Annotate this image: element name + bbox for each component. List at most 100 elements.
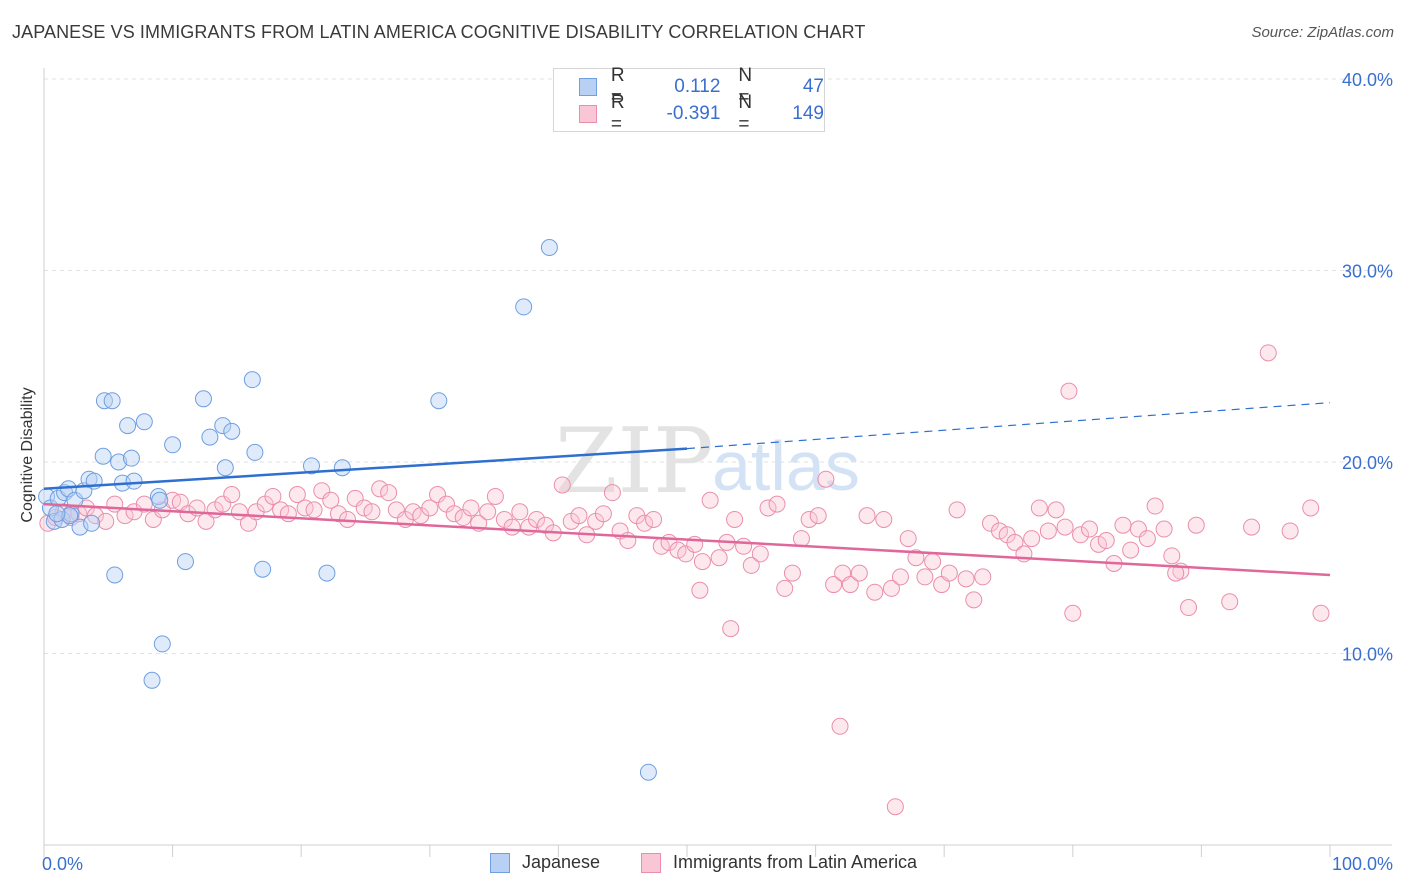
latin-america-point <box>1023 530 1041 548</box>
legend-swatch-latin-america <box>579 105 597 123</box>
bottom-legend: Japanese Immigrants from Latin America <box>0 852 1406 878</box>
japanese-point <box>540 239 558 257</box>
latin-america-point <box>1006 533 1024 551</box>
latin-america-point <box>924 553 942 571</box>
japanese-trend-line <box>43 447 688 491</box>
latin-america-point <box>305 501 323 519</box>
japanese-point <box>83 514 101 532</box>
latin-america-point <box>445 505 463 523</box>
latin-america-point <box>1243 518 1261 536</box>
legend-n-value: 149 <box>792 103 824 124</box>
latin-america-point <box>940 564 958 582</box>
bottom-legend-swatch-japanese <box>490 852 510 873</box>
japanese-point <box>48 505 66 523</box>
latin-america-point <box>503 518 521 536</box>
latin-america-point <box>701 491 719 509</box>
y-tick-label: 30.0% <box>1342 262 1393 282</box>
japanese-point <box>110 453 128 471</box>
bottom-legend-swatch-latin-america <box>641 852 661 873</box>
y-tick-label: 40.0% <box>1342 70 1393 90</box>
japanese-point <box>61 507 79 525</box>
latin-america-point <box>594 505 612 523</box>
latin-america-point <box>800 510 818 528</box>
legend-r-value: 0.112 <box>674 76 721 97</box>
japanese-point <box>254 560 272 578</box>
japanese-point <box>515 298 533 316</box>
latin-america-point <box>404 503 422 521</box>
latin-america-point <box>1114 516 1132 534</box>
latin-america-point <box>1138 530 1156 548</box>
latin-america-point <box>735 537 753 555</box>
latin-america-point <box>866 583 884 601</box>
latin-america-point <box>1167 564 1185 582</box>
latin-america-point <box>875 510 893 528</box>
latin-america-point <box>886 798 904 816</box>
latin-america-point <box>355 499 373 517</box>
source-label: Source: ZipAtlas.com <box>1251 24 1394 41</box>
latin-america-point <box>831 717 849 735</box>
japanese-point <box>214 417 232 435</box>
latin-america-trend-line <box>43 502 1331 577</box>
japanese-point <box>302 457 320 475</box>
latin-america-point <box>214 495 232 513</box>
latin-america-point <box>669 541 687 559</box>
latin-america-point <box>288 486 306 504</box>
latin-america-point <box>264 487 282 505</box>
latin-america-point <box>1056 518 1074 536</box>
legend-box: R = 0.112 N = 47 R = -0.391 N = 149 <box>553 65 825 135</box>
bottom-legend-japanese: Japanese <box>490 852 600 873</box>
latin-america-point <box>387 501 405 519</box>
legend-r-label: R = <box>610 65 625 108</box>
latin-america-point <box>570 507 588 525</box>
latin-america-point <box>1122 541 1140 559</box>
latin-america-point <box>329 505 347 523</box>
legend-r-value: -0.391 <box>666 103 721 124</box>
latin-america-point <box>882 579 900 597</box>
latin-america-point <box>223 486 241 504</box>
latin-america-point <box>486 487 504 505</box>
latin-america-point <box>907 549 925 567</box>
latin-america-point <box>1180 599 1198 617</box>
latin-america-point <box>421 499 439 517</box>
legend-n-value: 47 <box>802 76 824 97</box>
latin-america-point <box>636 514 654 532</box>
latin-america-point <box>1047 501 1065 519</box>
latin-america-point <box>783 564 801 582</box>
latin-america-point <box>965 591 983 609</box>
latin-america-point <box>742 556 760 574</box>
japanese-point <box>122 449 140 467</box>
watermark-atlas: atlas <box>712 427 860 505</box>
latin-america-point <box>891 568 909 586</box>
latin-america-point <box>776 579 794 597</box>
japanese-point <box>94 447 112 465</box>
latin-america-point <box>825 576 843 594</box>
japanese-point <box>194 390 212 408</box>
latin-america-point <box>1030 499 1048 517</box>
japanese-point <box>153 635 171 653</box>
latin-america-point <box>899 530 917 548</box>
japanese-point <box>333 459 351 477</box>
latin-america-point <box>97 512 115 530</box>
japanese-point <box>66 491 84 509</box>
japanese-point <box>223 422 241 440</box>
japanese-point <box>103 392 121 410</box>
latin-america-point <box>768 495 786 513</box>
latin-america-point <box>346 489 364 507</box>
latin-america-point <box>603 484 621 502</box>
japanese-point <box>143 671 161 689</box>
latin-america-point <box>1064 604 1082 622</box>
latin-america-point <box>1146 497 1164 515</box>
legend-row-latin-america: R = -0.391 N = 149 <box>554 92 824 135</box>
latin-america-point <box>1081 520 1099 538</box>
latin-america-point <box>693 553 711 571</box>
latin-america-point <box>429 486 447 504</box>
japanese-point <box>119 417 137 435</box>
latin-america-point <box>462 499 480 517</box>
latin-america-point <box>916 568 934 586</box>
latin-america-point <box>1281 522 1299 540</box>
latin-america-point <box>1090 535 1108 553</box>
latin-america-point <box>948 501 966 519</box>
latin-america-point <box>1302 499 1320 517</box>
latin-america-point <box>371 480 389 498</box>
